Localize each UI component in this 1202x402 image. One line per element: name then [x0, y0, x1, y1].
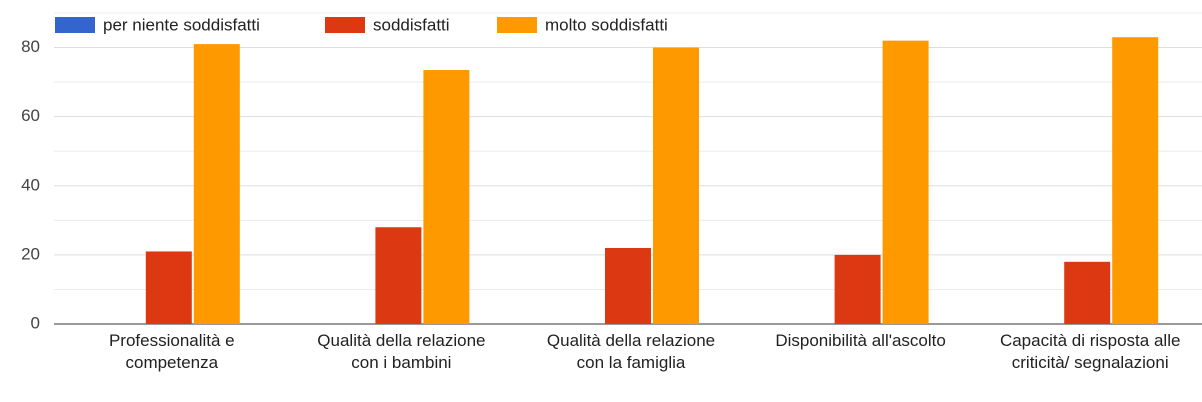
x-tick-label: Disponibilità all'ascolto	[775, 331, 946, 350]
x-tick-label: Professionalità e competenza	[108, 331, 235, 372]
legend-label: soddisfatti	[373, 15, 450, 34]
bar	[834, 254, 881, 324]
y-tick-label: 60	[21, 106, 40, 125]
legend-swatch	[325, 17, 365, 33]
x-tick-label: Capacità di risposta alle criticità/ seg…	[999, 331, 1181, 372]
y-tick-label: 80	[21, 37, 40, 56]
bar	[145, 251, 192, 324]
legend-label: per niente soddisfatti	[103, 15, 260, 34]
x-tick-label: Qualità della relazione con i bambini	[317, 331, 486, 372]
bar	[882, 40, 929, 325]
bar	[1112, 37, 1159, 324]
legend-swatch	[55, 17, 95, 33]
bar	[653, 47, 699, 325]
bar	[605, 247, 651, 324]
legend-label: molto soddisfatti	[545, 15, 668, 34]
bar	[423, 70, 470, 325]
bar	[1064, 261, 1111, 324]
bar	[193, 44, 240, 324]
bar	[375, 227, 422, 324]
y-tick-label: 40	[21, 175, 40, 194]
y-tick-label: 0	[31, 313, 40, 332]
x-tick-label: Qualità della relazione con la famiglia	[546, 331, 716, 372]
y-tick-label: 20	[21, 244, 40, 263]
legend-swatch	[497, 17, 537, 33]
